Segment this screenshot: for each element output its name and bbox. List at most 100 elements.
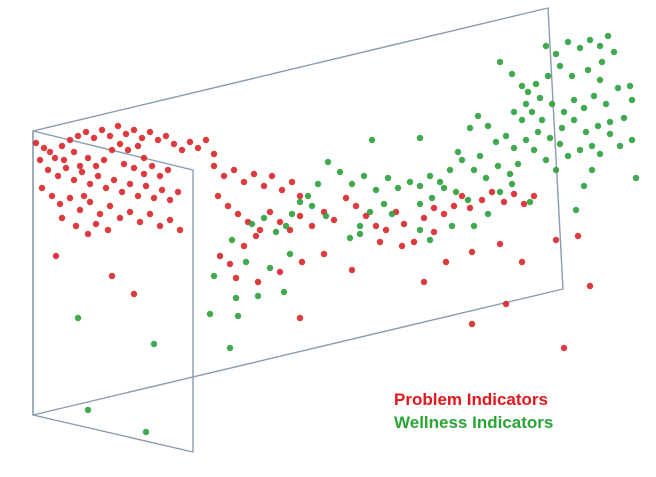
problem-point	[130, 290, 138, 298]
problem-point	[174, 188, 182, 196]
wellness-point	[470, 222, 478, 230]
problem-points	[32, 122, 594, 352]
wellness-point	[616, 142, 624, 150]
problem-point	[126, 208, 134, 216]
problem-point	[232, 274, 240, 282]
wellness-point	[464, 196, 472, 204]
wellness-point	[388, 210, 396, 218]
problem-point	[254, 278, 262, 286]
problem-point	[92, 220, 100, 228]
wellness-point	[226, 344, 234, 352]
problem-point	[130, 164, 138, 172]
wellness-point	[406, 178, 414, 186]
problem-point	[276, 218, 284, 226]
wellness-point	[210, 272, 218, 280]
wellness-point	[580, 104, 588, 112]
problem-point	[362, 212, 370, 220]
wellness-point	[366, 208, 374, 216]
wellness-point	[436, 178, 444, 186]
wellness-point	[206, 310, 214, 318]
wellness-point	[496, 58, 504, 66]
problem-point	[250, 170, 258, 178]
problem-point	[156, 172, 164, 180]
problem-point	[122, 130, 130, 138]
problem-point	[166, 196, 174, 204]
problem-point	[38, 184, 46, 192]
problem-point	[210, 150, 218, 158]
wellness-point	[458, 156, 466, 164]
problem-point	[46, 148, 54, 156]
problem-point	[84, 230, 92, 238]
wellness-point	[580, 182, 588, 190]
problem-point	[510, 190, 518, 198]
wellness-point	[84, 406, 92, 414]
problem-point	[146, 128, 154, 136]
problem-point	[164, 166, 172, 174]
wellness-point	[452, 188, 460, 196]
problem-point	[40, 144, 48, 152]
wellness-point	[518, 82, 526, 90]
problem-point	[104, 226, 112, 234]
problem-point	[430, 228, 438, 236]
problem-point	[74, 132, 82, 140]
problem-point	[148, 162, 156, 170]
wellness-point	[324, 158, 332, 166]
problem-point	[520, 200, 528, 208]
wellness-point	[502, 132, 510, 140]
wellness-point	[348, 180, 356, 188]
wellness-point	[254, 292, 262, 300]
problem-point	[348, 266, 356, 274]
problem-point	[458, 192, 466, 200]
legend-problem-label: Problem Indicators	[394, 390, 548, 409]
problem-point	[450, 202, 458, 210]
problem-point	[276, 268, 284, 276]
wellness-point	[416, 226, 424, 234]
problem-point	[234, 210, 242, 218]
wellness-point	[576, 146, 584, 154]
wellness-point	[582, 128, 590, 136]
problem-point	[330, 216, 338, 224]
problem-point	[44, 166, 52, 174]
wellness-point	[416, 182, 424, 190]
wellness-point	[142, 428, 150, 436]
problem-point	[102, 184, 110, 192]
problem-point	[60, 156, 68, 164]
wellness-point	[288, 210, 296, 218]
problem-point	[478, 196, 486, 204]
problem-point	[500, 198, 508, 206]
wellness-point	[628, 96, 636, 104]
problem-point	[110, 176, 118, 184]
problem-point	[518, 258, 526, 266]
problem-point	[84, 154, 92, 162]
wellness-point	[416, 200, 424, 208]
problem-point	[62, 164, 70, 172]
wellness-point	[304, 192, 312, 200]
problem-point	[108, 146, 116, 154]
problem-point	[80, 192, 88, 200]
problem-point	[86, 198, 94, 206]
problem-point	[342, 194, 350, 202]
problem-point	[278, 186, 286, 194]
wellness-point	[356, 230, 364, 238]
problem-point	[194, 144, 202, 152]
problem-point	[240, 242, 248, 250]
wellness-point	[314, 180, 322, 188]
problem-point	[154, 136, 162, 144]
problem-point	[268, 172, 276, 180]
wellness-point	[346, 234, 354, 242]
problem-point	[58, 214, 66, 222]
wellness-point	[548, 100, 556, 108]
wellness-point	[470, 166, 478, 174]
problem-point	[224, 202, 232, 210]
problem-point	[51, 154, 59, 162]
problem-point	[66, 136, 74, 144]
wellness-point	[474, 112, 482, 120]
problem-point	[86, 180, 94, 188]
problem-point	[162, 132, 170, 140]
wellness-point	[576, 44, 584, 52]
wellness-point	[74, 314, 82, 322]
problem-point	[72, 222, 80, 230]
problem-point	[574, 232, 582, 240]
problem-point	[308, 222, 316, 230]
